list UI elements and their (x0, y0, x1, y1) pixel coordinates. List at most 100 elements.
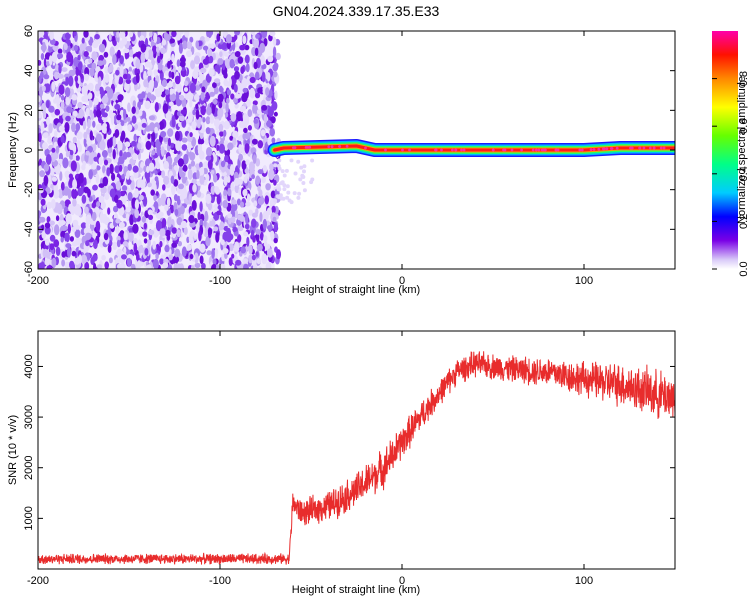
noise-cell (141, 122, 147, 128)
noise-cell (121, 254, 127, 260)
noise-cell (55, 246, 61, 256)
snr-x-label: Height of straight line (km) (292, 584, 420, 596)
noise-cell (176, 217, 183, 226)
noise-cell (235, 259, 242, 266)
spectrogram-x-tick-label: -200 (27, 275, 49, 287)
noise-cell (241, 160, 247, 171)
noise-cell (210, 43, 215, 49)
noise-cell (243, 231, 249, 237)
noise-cell (178, 115, 186, 122)
noise-cell (86, 139, 93, 146)
noise-cell (255, 232, 260, 243)
noise-cell (149, 122, 156, 132)
noise-cell (122, 73, 128, 80)
noise-cell (54, 130, 58, 138)
noise-cell (239, 201, 245, 208)
noise-cell (254, 47, 259, 57)
noise-cell (50, 152, 57, 163)
noise-cell (181, 144, 188, 151)
noise-cell (58, 73, 64, 79)
noise-cell (177, 241, 182, 247)
noise-cell (62, 157, 69, 169)
noise-cell (147, 133, 151, 140)
noise-cell (188, 90, 194, 102)
noise-cell (48, 123, 53, 134)
noise-cell (273, 163, 278, 168)
noise-cell (165, 93, 171, 103)
noise-cell (95, 109, 102, 118)
ridge-peak (460, 148, 463, 152)
noise-cell (243, 176, 248, 184)
noise-cell (201, 262, 206, 269)
noise-cell (251, 229, 255, 238)
ridge-peak (330, 145, 334, 149)
noise-cell (273, 179, 277, 186)
noise-cell (154, 126, 159, 134)
noise-cell (233, 177, 240, 186)
noise-cell (61, 225, 68, 231)
noise-cell (144, 49, 149, 61)
noise-cell (246, 99, 251, 108)
noise-cell (71, 94, 78, 101)
noise-cell (97, 76, 102, 87)
noise-cell (107, 87, 114, 100)
noise-cell (106, 167, 111, 177)
noise-cell (132, 223, 139, 234)
noise-cell (70, 262, 76, 269)
noise-cell (174, 156, 179, 164)
noise-cell (234, 103, 239, 109)
colorbar-tick-label: 0.8 (738, 71, 750, 86)
ridge-peak (580, 148, 584, 152)
noise-cell (266, 225, 273, 231)
noise-cell (74, 229, 81, 238)
ridge-peak (327, 145, 331, 149)
noise-cell (205, 193, 212, 204)
noise-cell (102, 165, 106, 174)
noise-cell (134, 106, 140, 115)
noise-cell (79, 73, 84, 80)
noise-cell (116, 248, 123, 258)
noise-cell (228, 77, 232, 87)
noise-cell (148, 115, 155, 121)
noise-cell (176, 229, 181, 238)
noise-cell (214, 78, 221, 84)
noise-cell (284, 168, 289, 173)
noise-cell (212, 86, 219, 95)
noise-cell (277, 187, 282, 192)
noise-cell (190, 160, 196, 167)
noise-cell (261, 63, 267, 70)
noise-cell (277, 158, 282, 163)
noise-cell (147, 238, 152, 247)
noise-cell (165, 110, 172, 121)
noise-cell (200, 105, 206, 116)
noise-cell (39, 216, 46, 223)
noise-cell (127, 102, 131, 112)
noise-cell (162, 103, 169, 114)
noise-cell (202, 58, 209, 65)
noise-cell (118, 164, 123, 172)
noise-cell (81, 95, 88, 103)
noise-cell (192, 70, 199, 79)
noise-cell (270, 190, 276, 199)
noise-cell (153, 194, 158, 202)
noise-cell (169, 204, 175, 214)
noise-cell (127, 192, 133, 201)
noise-cell (219, 51, 223, 58)
noise-cell (251, 174, 256, 180)
noise-cell (200, 139, 205, 145)
noise-cell (66, 106, 73, 113)
noise-cell (191, 121, 197, 130)
noise-cell (273, 111, 278, 117)
noise-cell (267, 106, 274, 117)
noise-cell (247, 109, 253, 118)
noise-cell (58, 64, 62, 74)
spectrogram-y-tick-label: 0 (23, 147, 35, 153)
noise-cell (114, 103, 121, 110)
ridge-peak (531, 148, 535, 152)
noise-cell (108, 257, 113, 264)
noise-cell (179, 94, 185, 101)
noise-cell (65, 115, 71, 122)
noise-cell (257, 169, 264, 175)
noise-cell (61, 251, 67, 258)
